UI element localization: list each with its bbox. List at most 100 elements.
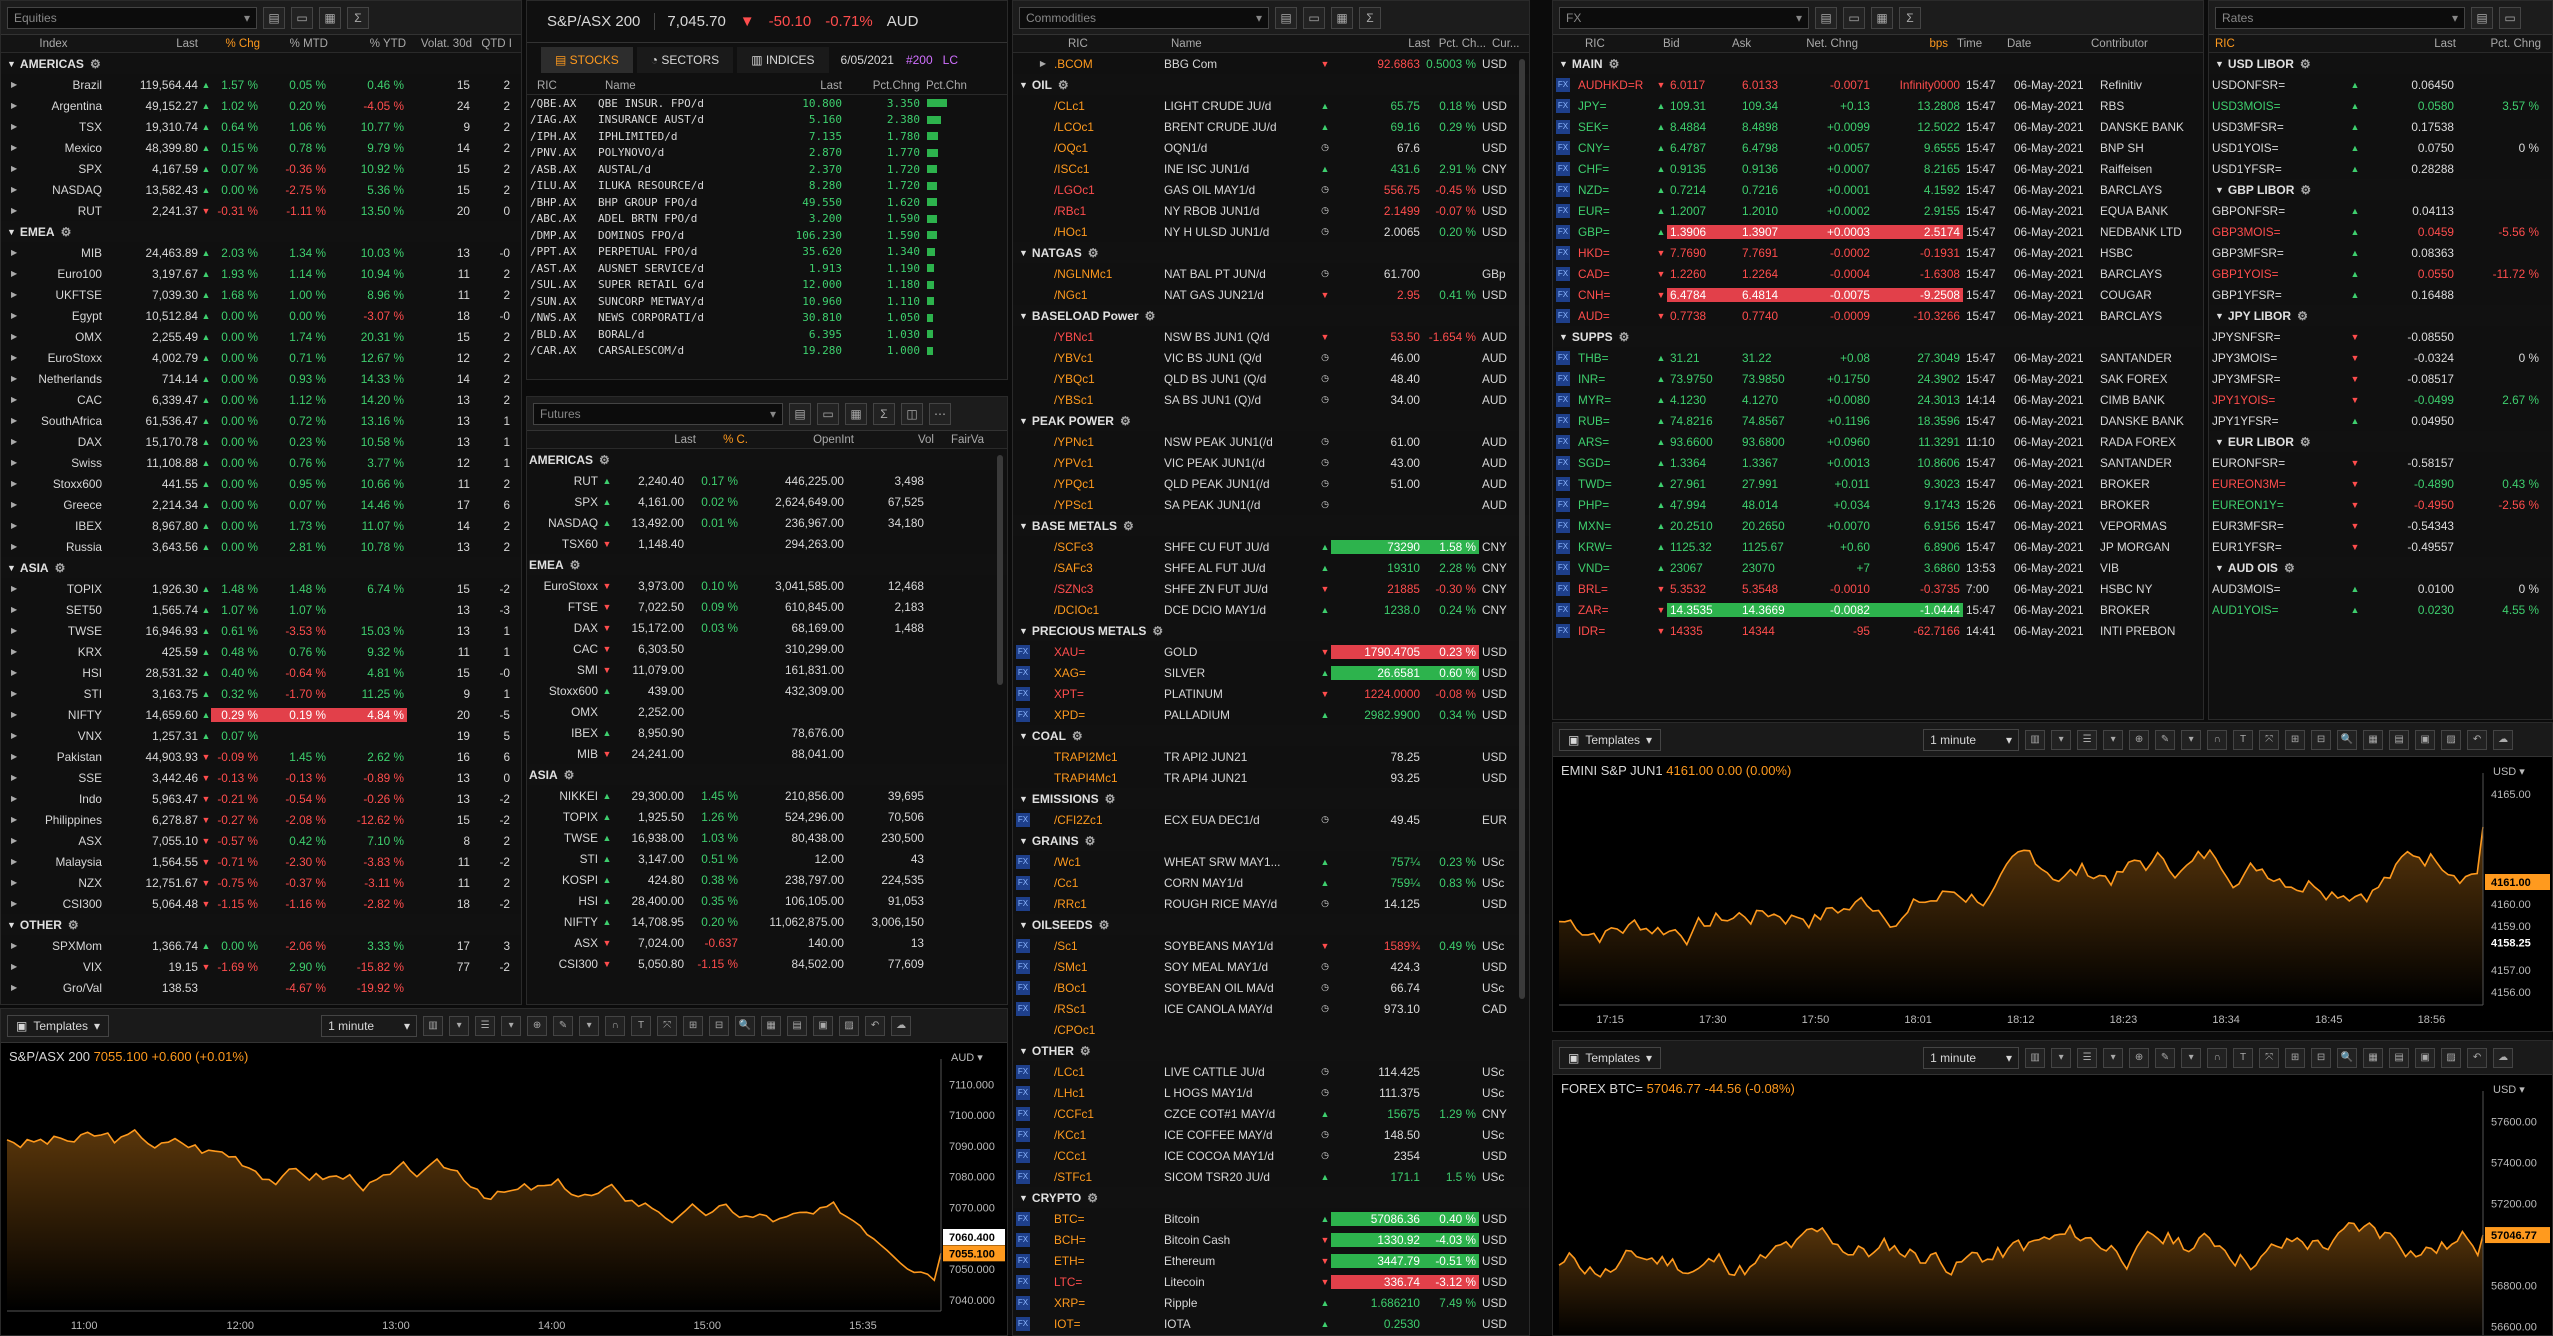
expand-icon[interactable]: ▶ [11,584,18,593]
table-row[interactable]: MIB ▼ 24,241.00 88,041.00 [527,743,1007,764]
expand-icon[interactable]: ▶ [11,836,18,845]
calendar-icon[interactable]: ▣ [2415,729,2436,750]
list-icon[interactable]: ☰ [475,1015,496,1036]
list-icon[interactable]: ☰ [2077,729,2098,750]
draw-icon[interactable]: ✎ [2155,729,2176,750]
expand-icon[interactable]: ▶ [11,269,18,278]
table-row[interactable]: /NWS.AX NEWS CORPORATI/d 30.810 1.050 [527,310,1007,327]
table-row[interactable]: EUREON3M= ▼ -0.4890 0.43 % [2209,473,2552,494]
expand-icon[interactable]: ▶ [11,353,18,362]
table-row[interactable]: FX BRL= ▼ 5.3532 5.3548 -0.0010 -0.3735 7:00 06-… [1553,578,2203,599]
table-row[interactable]: /ISCc1 INE ISC JUN1/d ▲ 431.6 2.91 % CNY [1013,158,1529,179]
table-row[interactable]: /ASB.AX AUSTAL/d 2.370 1.720 [527,161,1007,178]
col-ric[interactable]: RIC [2215,37,2235,50]
group-header[interactable]: ▼ GBP LIBOR ⚙ [2209,179,2552,200]
expand-icon[interactable]: ▶ [11,521,18,530]
table-row[interactable]: AUD1YOIS= ▲ 0.0230 4.55 % [2209,599,2552,620]
search-icon[interactable]: 🔍 [2337,729,2358,750]
table-row[interactable]: ▶ CSI300 5,064.48 ▼ -1.15 % -1.16 % -2.82 % 18-… [1,893,521,914]
table-row[interactable]: /IAG.AX INSURANCE AUST/d 5.160 2.380 [527,112,1007,129]
expand-icon[interactable]: ▶ [11,185,18,194]
table-row[interactable]: /LCOc1 BRENT CRUDE JU/d ▲ 69.16 0.29 % USD [1013,116,1529,137]
table-row[interactable]: /DCIOc1 DCE DCIO MAY1/d ▲ 1238.0 0.24 % CNY [1013,599,1529,620]
grid-icon[interactable]: ▦ [1871,6,1893,29]
table-row[interactable]: ▶ RUT 2,241.37 ▼ -0.31 % -1.11 % 13.50 % 20 0 [1,200,521,221]
expand-icon[interactable]: ▶ [11,983,18,992]
table-row[interactable]: ▶ STI 3,163.75 ▲ 0.32 % -1.70 % 11.25 % 9 1 [1,683,521,704]
table-row[interactable]: ▶ TSX 19,310.74 ▲ 0.64 % 1.06 % 10.77 % 9 2 [1,116,521,137]
expand-icon[interactable]: ▶ [11,899,18,908]
expand-icon[interactable]: ▶ [11,542,18,551]
expand-icon[interactable]: ▶ [11,206,18,215]
group-header[interactable]: ▼ CRYPTO ⚙ [1013,1187,1529,1208]
collapse-icon[interactable]: ▼ [1019,919,1028,930]
page-icon[interactable]: ▤ [789,402,811,425]
group-header[interactable]: ▼ BASE METALS ⚙ [1013,515,1529,536]
col-last[interactable]: Last [674,433,696,446]
sum-icon[interactable]: Σ [347,6,369,29]
table-row[interactable]: FX KRW= ▲ 1125.32 1125.67 +0.60 6.8906 15:47 06-… [1553,536,2203,557]
expand-icon[interactable]: ▶ [11,395,18,404]
table-row[interactable]: FX BCH= Bitcoin Cash ▼ 1330.92 -4.03 % USD [1013,1229,1529,1250]
crosshair-icon[interactable]: ⊕ [527,1015,548,1036]
table-row[interactable]: USD1YFSR= ▲ 0.28288 [2209,158,2552,179]
chevron-down-icon[interactable]: ▾ [449,1015,470,1036]
group-header[interactable]: ▼ BASELOAD Power ⚙ [1013,305,1529,326]
table-row[interactable]: ▶ NIFTY 14,659.60 ▲ 0.29 % 0.19 % 4.84 % 20 -5 [1,704,521,725]
col-fairval[interactable]: FairVa [950,433,984,446]
col-pctchn[interactable]: Pct.Chn [926,79,967,92]
table-row[interactable]: ▶ SSE 3,442.46 ▼ -0.13 % -0.13 % -0.89 % 13 0 [1,767,521,788]
col-last[interactable]: Last [1408,37,1430,50]
chevron-down-icon[interactable]: ▾ [769,406,776,421]
table-row[interactable]: ▶ Netherlands 714.14 ▲ 0.00 % 0.93 % 14.33 % 14… [1,368,521,389]
table-row[interactable]: ▶ NZX 12,751.67 ▼ -0.75 % -0.37 % -3.11 % 11 2 [1,872,521,893]
chevron-down-icon[interactable]: ▾ [501,1015,522,1036]
grid-icon[interactable]: ▦ [845,402,867,425]
image-icon[interactable]: ▨ [839,1015,860,1036]
collapse-icon[interactable]: ▼ [2215,436,2224,447]
zoom-out-icon[interactable]: ⊟ [2311,729,2332,750]
vertical-scrollbar[interactable] [997,455,1003,685]
expand-icon[interactable]: ▶ [1039,59,1047,68]
collapse-icon[interactable]: ▼ [1019,730,1028,741]
expand-icon[interactable]: ▶ [11,689,18,698]
table-row[interactable]: TRAPI2Mc1 TR API2 JUN21 78.25 USD [1013,746,1529,767]
layout-icon[interactable]: ▦ [2363,1047,2384,1068]
table-row[interactable]: FX GBP= ▲ 1.3906 1.3907 +0.0003 2.5174 15:47 06-… [1553,221,2203,242]
expand-icon[interactable]: ▶ [11,626,18,635]
chevron-down-icon[interactable]: ▾ [2181,729,2202,750]
table-row[interactable]: /YBSc1 SA BS JUN1 (Q)/d ◷ 34.00 AUD [1013,389,1529,410]
expand-icon[interactable]: ▶ [11,500,18,509]
expand-icon[interactable]: ▶ [11,80,18,89]
table-row[interactable]: /BLD.AX BORAL/d 6.395 1.030 [527,326,1007,343]
table-row[interactable]: FX XAU= GOLD ▼ 1790.4705 0.23 % USD [1013,641,1529,662]
gear-icon[interactable]: ⚙ [1104,791,1116,806]
table-row[interactable]: /YBQc1 QLD BS JUN1 (Q/d ◷ 48.40 AUD [1013,368,1529,389]
table-row[interactable]: FX VND= ▲ 23067 23070 +7 3.6860 13:53 06-May-202… [1553,557,2203,578]
expand-icon[interactable]: ▶ [11,101,18,110]
table-row[interactable]: /NGLNMc1 NAT BAL PT JUN/d ◷ 61.700 GBp [1013,263,1529,284]
collapse-icon[interactable]: ▼ [1019,835,1028,846]
gear-icon[interactable]: ⚙ [1152,623,1164,638]
col-netchng[interactable]: Net. Chng [1806,37,1858,50]
col-bid[interactable]: Bid [1663,37,1680,50]
table-row[interactable]: CAC ▼ 6,303.50 310,299.00 [527,638,1007,659]
col-name[interactable]: Name [605,79,636,92]
table-row[interactable]: FX/CFI2Zc1 ECX EUA DEC1/d ◷ 49.45 EUR [1013,809,1529,830]
collapse-icon[interactable]: ▼ [2215,184,2224,195]
group-header[interactable]: ▼ OIL ⚙ [1013,74,1529,95]
group-header[interactable]: ▼ PEAK POWER ⚙ [1013,410,1529,431]
table-row[interactable]: FX MYR= ▲ 4.1230 4.1270 +0.0080 24.3013 14:14 06… [1553,389,2203,410]
table-row[interactable]: TRAPI4Mc1 TR API4 JUN21 93.25 USD [1013,767,1529,788]
group-header[interactable]: ▼ USD LIBOR ⚙ [2209,53,2552,74]
table-row[interactable]: FX ETH= Ethereum ▼ 3447.79 -0.51 % USD [1013,1250,1529,1271]
expand-icon[interactable]: ▶ [11,248,18,257]
list-icon[interactable]: ☰ [2077,1047,2098,1068]
collapse-icon[interactable]: ▼ [1559,58,1568,69]
table-row[interactable]: ▶ Gro/Val 138.53 -4.67 % -19.92 % [1,977,521,998]
table-row[interactable]: ▶ CAC 6,339.47 ▲ 0.00 % 1.12 % 14.20 % 13 2 [1,389,521,410]
gear-icon[interactable]: ⚙ [1057,77,1069,92]
group-header[interactable]: ▼ JPY LIBOR ⚙ [2209,305,2552,326]
col-ask[interactable]: Ask [1732,37,1752,50]
col-index[interactable]: Index [39,37,68,50]
